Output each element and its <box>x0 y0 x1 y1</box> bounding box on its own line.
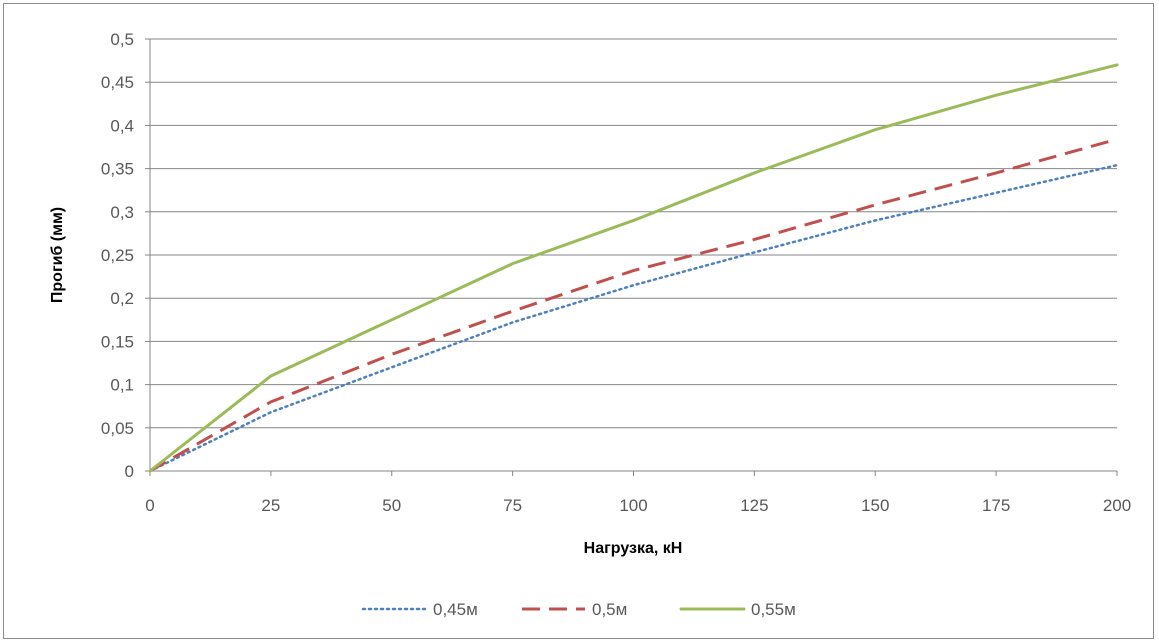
legend: 0,45м 0,5м 0,55м <box>361 600 796 619</box>
y-tick-label: 0,15 <box>101 332 134 351</box>
x-tick-label: 100 <box>619 496 647 515</box>
x-tick-labels: 0 25 50 75 100 125 150 175 200 <box>145 496 1131 515</box>
x-tick-label: 75 <box>503 496 522 515</box>
y-tick-label: 0,4 <box>110 116 134 135</box>
x-tick-label: 200 <box>1103 496 1131 515</box>
legend-label: 0,55м <box>751 600 796 619</box>
series-line <box>148 163 1119 473</box>
y-axis-title: Прогиб (мм) <box>49 207 66 303</box>
x-axis-title: Нагрузка, кН <box>584 540 683 557</box>
legend-label: 0,45м <box>433 600 478 619</box>
x-tick-label: 25 <box>261 496 280 515</box>
series-line <box>149 137 1118 473</box>
x-tick-label: 0 <box>145 496 154 515</box>
y-tick-label: 0,3 <box>110 203 134 222</box>
y-tick-labels: 0 0,05 0,1 0,15 0,2 0,25 0,3 0,35 0,4 0,45 0,5 <box>101 30 134 481</box>
gridlines <box>145 38 1118 476</box>
y-tick-label: 0,5 <box>110 30 134 49</box>
y-tick-label: 0,25 <box>101 246 134 265</box>
series-line <box>148 63 1119 473</box>
y-tick-label: 0,45 <box>101 73 134 92</box>
y-tick-label: 0,35 <box>101 160 134 179</box>
x-tick-label: 50 <box>382 496 401 515</box>
x-tick-label: 175 <box>982 496 1010 515</box>
y-tick-label: 0,05 <box>101 419 134 438</box>
x-tick-label: 150 <box>861 496 889 515</box>
x-tick-label: 125 <box>740 496 768 515</box>
axes <box>149 39 1117 472</box>
legend-label: 0,5м <box>592 600 627 619</box>
chart-frame <box>3 3 1154 639</box>
series-lines <box>148 63 1119 473</box>
y-tick-label: 0 <box>125 462 134 481</box>
y-tick-label: 0,2 <box>110 289 134 308</box>
y-tick-label: 0,1 <box>110 376 134 395</box>
